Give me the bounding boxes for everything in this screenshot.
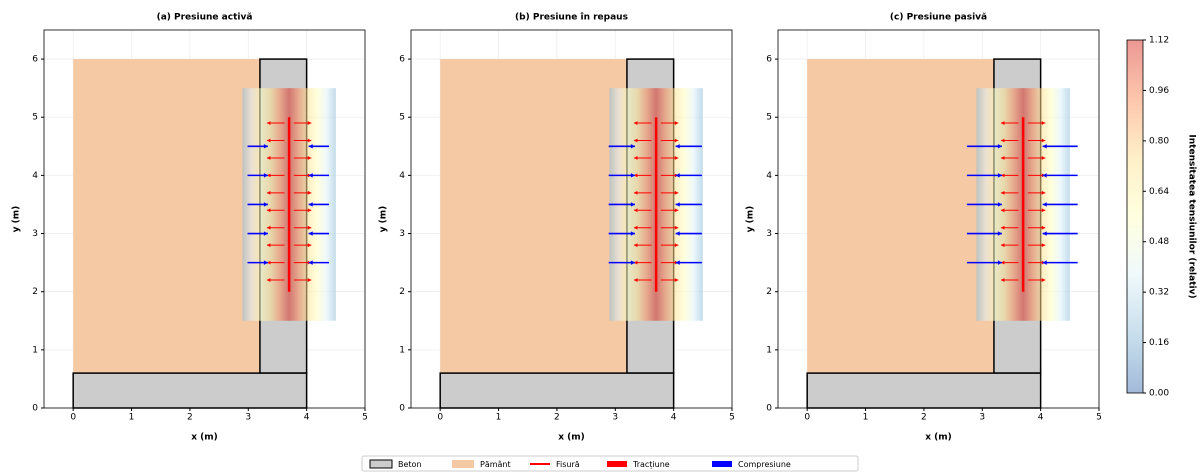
x-tick-label: 2 (554, 413, 560, 423)
footing (807, 373, 1040, 408)
footing (73, 373, 306, 408)
y-tick-label: 3 (766, 229, 772, 239)
colorbar-tick-label: 0.64 (1149, 187, 1169, 197)
x-axis-label: x (m) (558, 433, 585, 443)
y-tick-label: 2 (32, 287, 38, 297)
y-tick-label: 1 (399, 345, 405, 355)
x-tick-label: 5 (1096, 413, 1102, 423)
x-axis-label: x (m) (191, 433, 218, 443)
y-tick-label: 1 (766, 345, 772, 355)
x-tick-label: 0 (70, 413, 76, 423)
figure: 0 1 2 3 4 5 0 1 2 3 4 5 6 (a) Presiune activă x (m) y (… (0, 0, 1200, 472)
legend-label: Tracțiune (632, 460, 670, 470)
y-tick-label: 6 (32, 55, 38, 65)
y-tick-label: 6 (399, 55, 405, 65)
y-tick-label: 2 (766, 287, 772, 297)
colorbar-label: Intensitatea tensiunilor (relativ) (1187, 134, 1197, 298)
soil (807, 59, 994, 373)
x-tick-label: 1 (863, 413, 869, 423)
y-tick-label: 3 (32, 229, 38, 239)
x-tick-label: 5 (729, 413, 735, 423)
x-tick-label: 0 (437, 413, 443, 423)
soil (440, 59, 627, 373)
x-tick-label: 5 (362, 413, 368, 423)
x-tick-label: 0 (804, 413, 810, 423)
y-tick-label: 5 (32, 113, 38, 123)
y-axis-label: y (m) (746, 206, 756, 233)
colorbar-tick-label: 0.80 (1149, 136, 1169, 146)
legend-swatch (607, 461, 627, 467)
y-tick-label: 3 (399, 229, 405, 239)
colorbar-tick-label: 0.16 (1149, 338, 1169, 348)
chart-title: (c) Presiune pasivă (890, 13, 987, 23)
y-tick-label: 0 (766, 404, 772, 414)
y-tick-label: 4 (32, 171, 38, 181)
y-tick-label: 5 (399, 113, 405, 123)
x-axis-label: x (m) (925, 433, 952, 443)
legend-label: Fisură (556, 460, 580, 469)
legend-label: Compresiune (738, 460, 791, 469)
colorbar-tick-label: 0.96 (1149, 86, 1169, 96)
colorbar-tick-label: 0.48 (1149, 237, 1169, 247)
y-tick-label: 5 (766, 113, 772, 123)
y-tick-label: 6 (766, 55, 772, 65)
legend-swatch (530, 463, 550, 465)
y-tick-label: 0 (399, 404, 405, 414)
x-tick-label: 2 (921, 413, 927, 423)
x-tick-label: 1 (129, 413, 135, 423)
chart-title: (a) Presiune activă (157, 13, 253, 23)
colorbar-tick-label: 1.12 (1149, 36, 1169, 46)
y-tick-label: 0 (32, 404, 38, 414)
colorbar-tick-label: 0.00 (1149, 389, 1169, 399)
legend-swatch (370, 460, 392, 468)
y-tick-label: 1 (32, 345, 38, 355)
legend-label: Pământ (480, 460, 511, 469)
soil (73, 59, 260, 373)
y-tick-label: 4 (766, 171, 772, 181)
y-tick-label: 4 (399, 171, 405, 181)
x-tick-label: 3 (245, 413, 251, 423)
colorbar (1127, 40, 1143, 393)
colorbar-tick-label: 0.32 (1149, 288, 1169, 298)
x-tick-label: 3 (979, 413, 985, 423)
chart-title: (b) Presiune în repaus (515, 13, 628, 23)
x-tick-label: 4 (1038, 413, 1044, 423)
x-tick-label: 4 (304, 413, 310, 423)
legend-swatch (452, 460, 474, 468)
x-tick-label: 2 (187, 413, 193, 423)
footing (440, 373, 673, 408)
y-axis-label: y (m) (379, 206, 389, 233)
x-tick-label: 4 (671, 413, 677, 423)
x-tick-label: 1 (496, 413, 502, 423)
legend-label: Beton (398, 460, 422, 469)
y-axis-label: y (m) (12, 206, 22, 233)
legend-swatch (712, 461, 732, 467)
x-tick-label: 3 (612, 413, 618, 423)
y-tick-label: 2 (399, 287, 405, 297)
